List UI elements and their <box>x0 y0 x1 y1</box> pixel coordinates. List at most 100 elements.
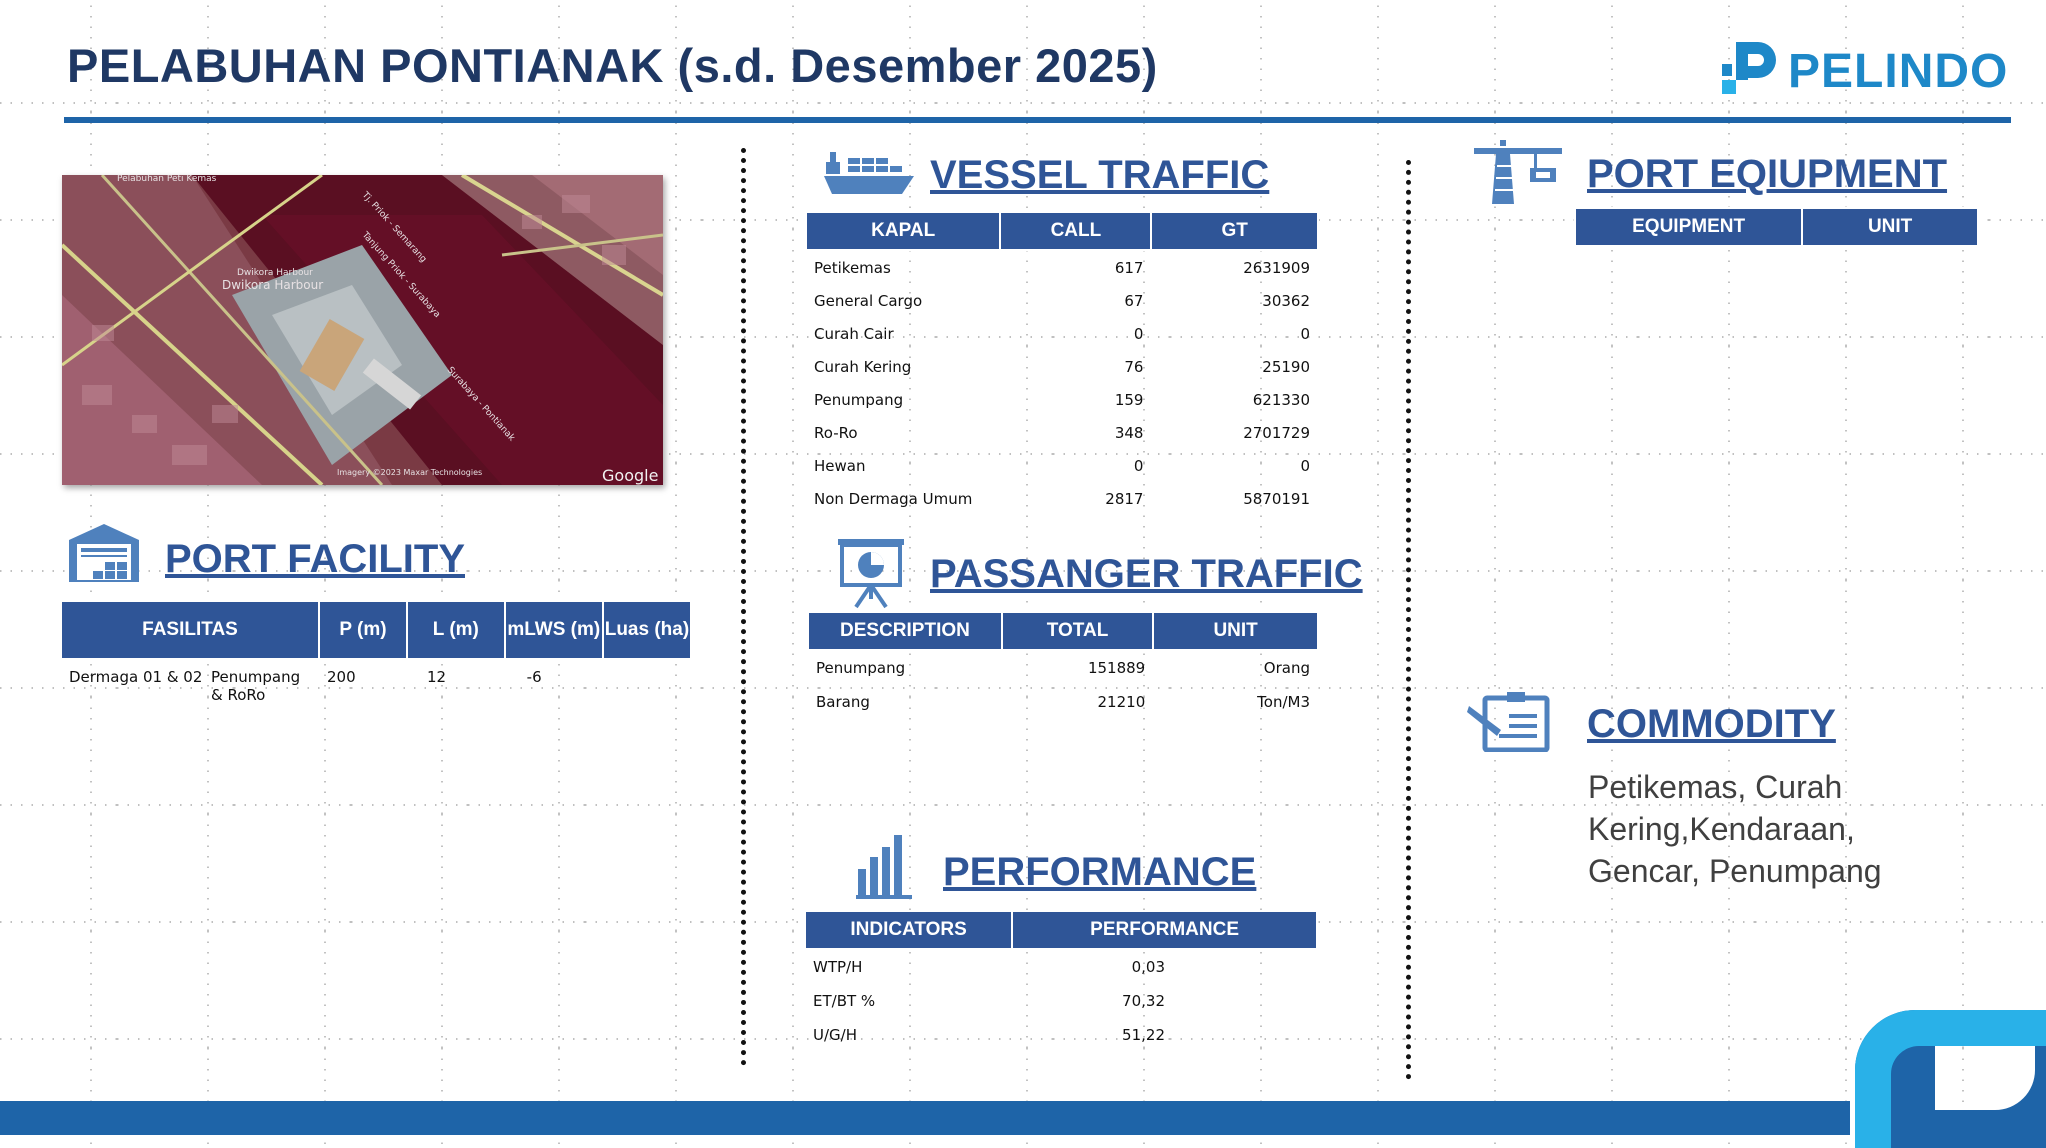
th-description: DESCRIPTION <box>807 611 1003 651</box>
passenger-description: Penumpang <box>816 659 906 677</box>
vessel-type: Ro-Ro <box>814 423 858 442</box>
th-kapal: KAPAL <box>804 211 1002 251</box>
th-p: P (m) <box>318 600 408 660</box>
performance-indicator: ET/BT % <box>813 992 876 1010</box>
table-row: Dermaga 01 & 02 Penumpang & RoRo 200 12 … <box>61 659 691 704</box>
commodity-list: Petikemas, Curah Kering,Kendaraan, Genca… <box>1588 766 1988 892</box>
th-fasilitas: FASILITAS <box>60 600 320 660</box>
map-label-top-left: Pelabuhan Peti Kemas <box>117 175 217 184</box>
table-row: Curah Kering 76 25190 <box>806 350 1318 383</box>
passenger-unit: Ton/M3 <box>1257 693 1310 711</box>
vessel-gt: 0 <box>1300 456 1310 475</box>
map-label-harbour-small: Dwikora Harbour <box>237 268 313 278</box>
clipboard-pen-icon <box>1467 692 1551 752</box>
commodity-line: Petikemas, Curah <box>1588 769 1843 805</box>
passenger-traffic-table: DESCRIPTION TOTAL UNIT Penumpang 151889 Or… <box>807 611 1319 719</box>
table-row: Petikemas 617 2631909 <box>806 250 1318 284</box>
port-equipment-title: PORT EQIUPMENT <box>1587 152 1948 196</box>
vessel-type: Curah Cair <box>814 324 894 343</box>
passenger-total: 21210 <box>1097 693 1146 711</box>
vessel-type: Curah Kering <box>814 357 912 376</box>
performance-value: 0,03 <box>1131 958 1165 976</box>
th-gt: GT <box>1150 211 1319 251</box>
vessel-type: Non Dermaga Umum <box>814 489 973 508</box>
vessel-gt: 2631909 <box>1243 258 1310 277</box>
performance-value: 70,32 <box>1122 992 1165 1010</box>
column-divider-right <box>1406 160 1416 1080</box>
port-facility-table: FASILITAS P (m) L (m) mLWS (m) Luas (ha)… <box>60 600 693 704</box>
performance-value: 51,22 <box>1122 1026 1165 1044</box>
vessel-call: 2817 <box>1105 489 1144 508</box>
crane-icon <box>1472 140 1564 206</box>
performance-title: PERFORMANCE <box>943 850 1257 894</box>
footer-accent-bar <box>0 1101 1850 1135</box>
port-facility-title: PORT FACILITY <box>165 537 465 581</box>
vessel-gt: 30362 <box>1262 291 1310 310</box>
facility-mlws: -6 <box>526 668 542 686</box>
title-underline-rule <box>64 117 2011 123</box>
vessel-call: 0 <box>1133 324 1144 343</box>
performance-table: INDICATORS PERFORMANCE WTP/H 0,03 ET/BT % 7… <box>803 910 1318 1052</box>
vessel-call: 0 <box>1133 456 1144 475</box>
map-credit: Imagery ©2023 Maxar Technologies <box>337 468 482 477</box>
vessel-gt: 621330 <box>1252 390 1310 409</box>
facility-name: Dermaga 01 & 02 <box>69 668 203 686</box>
pelindo-mark-icon <box>1722 42 1776 94</box>
facility-type: Penumpang & RoRo <box>211 668 301 704</box>
port-aerial-map: Pelabuhan Peti Kemas Dwikora Harbour Dwi… <box>62 175 663 485</box>
th-equipment-unit: UNIT <box>1801 207 1979 247</box>
vessel-type: General Cargo <box>814 291 923 310</box>
table-row: Penumpang 151889 Orang <box>808 650 1318 685</box>
vessel-gt: 25190 <box>1262 357 1310 376</box>
vessel-traffic-title: VESSEL TRAFFIC <box>930 153 1270 197</box>
vessel-call: 76 <box>1124 357 1144 376</box>
th-mlws: mLWS (m) <box>503 600 604 660</box>
vessel-gt: 5870191 <box>1243 489 1310 508</box>
vessel-call: 348 <box>1114 423 1144 442</box>
presentation-board-icon <box>836 537 906 609</box>
table-row: Penumpang 159 621330 <box>806 383 1318 416</box>
ship-icon <box>822 148 916 196</box>
table-row: Hewan 0 0 <box>806 449 1318 482</box>
th-call: CALL <box>999 211 1153 251</box>
vessel-gt: 2701729 <box>1243 423 1310 442</box>
th-unit: UNIT <box>1152 611 1319 651</box>
page-title: PELABUHAN PONTIANAK (s.d. Desember 2025) <box>67 39 1158 92</box>
facility-luas <box>603 659 691 704</box>
passenger-traffic-title: PASSANGER TRAFFIC <box>930 552 1363 596</box>
th-total: TOTAL <box>1000 611 1155 651</box>
th-l: L (m) <box>406 600 506 660</box>
vessel-gt: 0 <box>1300 324 1310 343</box>
vessel-type: Hewan <box>814 456 866 475</box>
facility-l: 12 <box>427 668 447 686</box>
pelindo-logo: PELINDO <box>1718 40 2010 102</box>
th-performance: PERFORMANCE <box>1011 910 1318 950</box>
table-row: Curah Cair 0 0 <box>806 317 1318 350</box>
column-divider-left <box>741 148 751 1066</box>
map-google-watermark: Google <box>602 466 658 485</box>
facility-p: 200 <box>327 668 356 686</box>
table-row: ET/BT % 70,32 <box>805 984 1317 1018</box>
vessel-call: 617 <box>1114 258 1144 277</box>
performance-indicator: U/G/H <box>813 1026 857 1044</box>
passenger-total: 151889 <box>1087 659 1146 677</box>
commodity-title: COMMODITY <box>1587 702 1836 746</box>
table-row: General Cargo 67 30362 <box>806 284 1318 317</box>
vessel-type: Penumpang <box>814 390 904 409</box>
vessel-call: 67 <box>1124 291 1144 310</box>
port-equipment-table: EQUIPMENT UNIT <box>1573 207 1979 247</box>
vessel-call: 159 <box>1114 390 1144 409</box>
commodity-line: Gencar, Penumpang <box>1588 853 1882 889</box>
vessel-traffic-table: KAPAL CALL GT Petikemas 617 2631909 General… <box>804 211 1319 515</box>
passenger-unit: Orang <box>1263 659 1310 677</box>
logo-wordmark: PELINDO <box>1788 45 2009 98</box>
pelindo-corner-mark-icon <box>1855 1010 2046 1148</box>
map-label-harbour: Dwikora Harbour <box>222 278 323 292</box>
table-row: WTP/H 0,03 <box>805 949 1317 984</box>
th-luas: Luas (ha) <box>601 600 693 660</box>
warehouse-icon <box>67 522 141 584</box>
table-row: Ro-Ro 348 2701729 <box>806 416 1318 449</box>
vessel-type: Petikemas <box>814 258 891 277</box>
th-equipment: EQUIPMENT <box>1573 207 1804 247</box>
performance-indicator: WTP/H <box>813 958 863 976</box>
